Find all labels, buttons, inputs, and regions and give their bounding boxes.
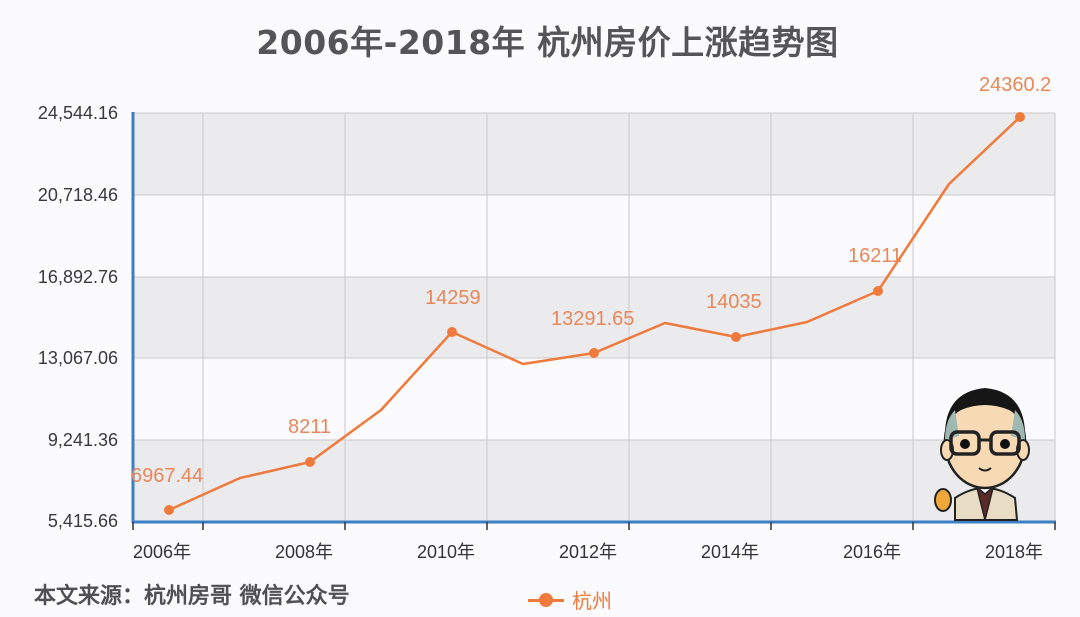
x-tick-label: 2016年 (843, 542, 902, 562)
x-tick-label: 2010年 (417, 542, 476, 562)
cartoon-avatar-icon (934, 388, 1030, 521)
y-tick-label: 9,241.36 (47, 430, 118, 450)
y-tick-label: 20,718.46 (37, 185, 118, 205)
plot-bands (132, 113, 1055, 521)
data-label: 24360.2 (979, 74, 1051, 96)
y-tick-label: 24,544.16 (37, 103, 118, 123)
x-tick-label: 2012年 (559, 542, 618, 562)
y-tick-label: 13,067.06 (37, 348, 118, 368)
data-label: 14035 (706, 291, 762, 313)
data-label: 14259 (425, 287, 481, 309)
data-label: 13291.65 (551, 308, 634, 330)
data-point-markers (164, 112, 1025, 515)
h-gridlines (132, 112, 1055, 441)
legend-line-marker-icon (526, 592, 566, 607)
legend-label: 杭州 (572, 589, 612, 613)
chart-title: 2006年-2018年 杭州房价上涨趋势图 (256, 23, 839, 62)
y-tick-label: 16,892.76 (37, 267, 118, 287)
v-gridlines (202, 113, 1056, 521)
x-tick-label: 2008年 (275, 542, 334, 562)
x-tick-label: 2006年 (133, 542, 192, 562)
data-label: 16211 (848, 245, 902, 267)
data-label: 8211 (288, 416, 331, 438)
y-tick-label: 5,415.66 (47, 511, 118, 531)
legend-item-hangzhou[interactable]: 杭州 (526, 585, 612, 614)
data-label: 6967.44 (131, 465, 203, 487)
x-axis-ticks (132, 522, 1056, 530)
source-note: 本文来源：杭州房哥 微信公众号 (34, 584, 350, 609)
x-tick-label: 2014年 (701, 542, 760, 562)
x-tick-label: 2018年 (985, 542, 1044, 562)
